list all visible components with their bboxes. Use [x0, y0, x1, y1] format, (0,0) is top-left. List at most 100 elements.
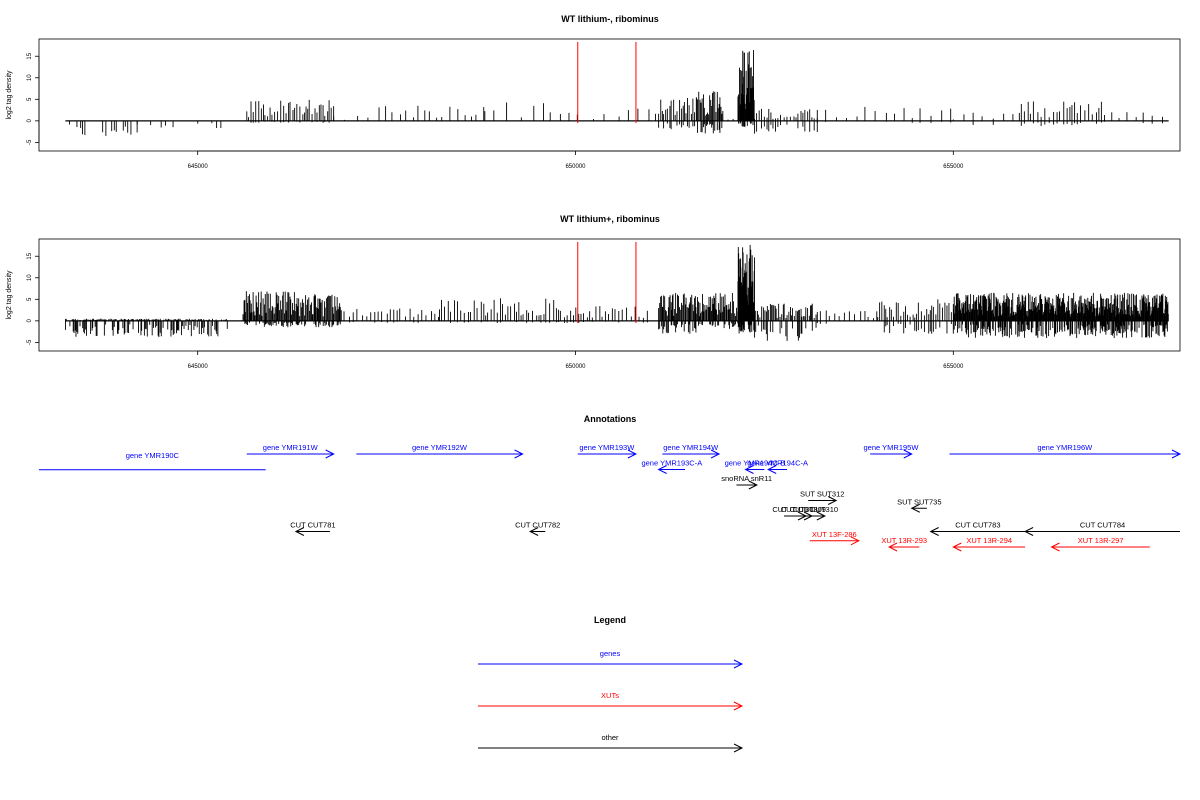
- feature-label: CUT CUT309: [781, 505, 826, 514]
- feature-arrow-head: [514, 449, 524, 459]
- y-tick-label: 0: [27, 119, 33, 123]
- feature-arrow-head: [887, 542, 898, 552]
- y-tick-label: 10: [27, 274, 33, 281]
- panel-title: WT lithium+, ribominus: [560, 214, 660, 224]
- legend-title: Legend: [594, 615, 626, 625]
- legend-label: genes: [600, 649, 621, 658]
- feature-label: XUT 13R-294: [966, 536, 1012, 545]
- feature-gene-ymr195w: gene YMR195W: [864, 443, 920, 459]
- feature-arrows: gene YMR190C gene YMR191W gene YMR192W gene…: [39, 443, 1182, 552]
- feature-label: CUT CUT782: [515, 521, 560, 530]
- feature-arrow-head: [952, 542, 962, 552]
- plot-frame: [38, 238, 1181, 352]
- legend-label: other: [601, 733, 619, 742]
- feature-sut-sut735: SUT SUT735: [897, 497, 942, 513]
- feature-gene-ymr190c: gene YMR190C: [39, 451, 266, 471]
- panel-wt-lithium-minus: WT lithium-, ribominus log2 tag density …: [6, 14, 1181, 170]
- legend: Legend genes XUTs other: [478, 615, 744, 753]
- feature-xut-13r-293: XUT 13R-293: [881, 536, 927, 552]
- feature-arrow-head: [748, 480, 758, 490]
- y-tick-label: -5: [27, 139, 33, 145]
- feature-label: gene YMR191W: [263, 443, 319, 452]
- feature-label: CUT CUT783: [955, 521, 1000, 530]
- feature-arrow-head: [850, 536, 860, 546]
- y-axis-label: log2 tag density: [6, 270, 13, 320]
- feature-arrow-head: [910, 503, 920, 513]
- y-tick-label: 0: [27, 319, 33, 323]
- legend-arrow-head: [733, 701, 744, 711]
- feature-xut-13r-294: XUT 13R-294: [952, 536, 1026, 552]
- feature-xut-13f-286: XUT 13F-286: [809, 530, 860, 546]
- feature-arrow-head: [1050, 542, 1060, 552]
- feature-label: gene YMR194C-B: [725, 459, 786, 468]
- y-axis-label: log2 tag density: [6, 70, 13, 120]
- feature-label: CUT CUT310: [793, 505, 838, 514]
- feature-snorna-snr11: snoRNA snR11: [721, 474, 772, 490]
- feature-arrow-head: [744, 465, 754, 474]
- feature-label: XUT 13R-293: [881, 536, 927, 545]
- legend-arrow-head: [733, 659, 744, 669]
- panel-wt-lithium-plus: WT lithium+, ribominus log2 tag density …: [6, 214, 1181, 370]
- marker-lines: [577, 242, 637, 323]
- y-tick-label: -5: [27, 339, 33, 345]
- feature-gene-ymr196w: gene YMR196W: [949, 443, 1182, 459]
- feature-gene-ymr193w: gene YMR193W: [577, 443, 638, 459]
- feature-arrow-head: [1023, 527, 1034, 536]
- signal-bars: [64, 244, 1169, 341]
- feature-label: SUT SUT735: [897, 497, 941, 506]
- feature-arrow-head: [903, 449, 913, 459]
- feature-label: CUT CUT784: [1080, 521, 1125, 530]
- feature-label: gene YMR193C-A: [641, 459, 702, 468]
- feature-label: gene YMR190C: [126, 451, 180, 460]
- axes: -5 0 5 10 15 645000 650000 655000: [27, 52, 964, 170]
- marker-lines: [577, 42, 637, 123]
- legend-arrow-head: [733, 743, 744, 753]
- feature-gene-ymr192w: gene YMR192W: [356, 443, 524, 459]
- feature-arrow-head: [294, 527, 305, 536]
- x-tick-label: 655000: [943, 364, 964, 370]
- feature-label: snoRNA snR11: [721, 474, 772, 483]
- y-tick-label: 5: [27, 97, 33, 101]
- feature-xut-13r-297: XUT 13R-297: [1050, 536, 1150, 552]
- legend-item-genes: genes: [478, 649, 744, 669]
- feature-arrow-head: [816, 511, 826, 521]
- feature-label: SUT SUT312: [800, 490, 844, 499]
- feature-label: XUT 13F-286: [812, 530, 857, 539]
- feature-label: gene YMR192W: [412, 443, 468, 452]
- feature-arrow-head: [529, 527, 539, 536]
- feature-arrow-head: [657, 465, 667, 474]
- feature-sut-sut312: SUT SUT312: [800, 490, 844, 505]
- feature-label: XUT 13R-297: [1078, 536, 1124, 545]
- feature-arrow-head: [767, 465, 777, 474]
- y-tick-label: 15: [27, 252, 33, 259]
- y-tick-label: 15: [27, 52, 33, 59]
- feature-gene-ymr193c-a: gene YMR193C-A: [641, 459, 702, 474]
- feature-cut-cut784: CUT CUT784: [1023, 521, 1180, 536]
- feature-label: gene YMR193W: [579, 443, 635, 452]
- feature-arrow-head: [710, 449, 721, 459]
- feature-arrow-head: [827, 496, 838, 505]
- feature-gene-ymr194c-a: gene YMR194C-A: [747, 459, 808, 474]
- feature-cut-cut782: CUT CUT782: [515, 521, 560, 536]
- feature-arrow-head: [929, 527, 939, 536]
- legend-item-other: other: [478, 733, 744, 753]
- feature-arrow-head: [1171, 449, 1182, 459]
- x-tick-label: 645000: [188, 164, 209, 170]
- feature-label: CUT CUT781: [290, 521, 335, 530]
- feature-arrow-head: [627, 449, 638, 459]
- feature-gene-ymr191w: gene YMR191W: [246, 443, 335, 459]
- feature-cut-cut783: CUT CUT783: [929, 521, 1026, 536]
- annotations-title: Annotations: [584, 414, 637, 424]
- feature-label: gene YMR195W: [864, 443, 920, 452]
- x-tick-label: 650000: [565, 164, 586, 170]
- plot-frame: [38, 38, 1181, 152]
- feature-cut-cut781: CUT CUT781: [290, 521, 336, 536]
- y-tick-label: 5: [27, 297, 33, 301]
- feature-arrow-head: [325, 449, 335, 459]
- feature-gene-ymr194w: gene YMR194W: [662, 443, 721, 459]
- feature-label: CUT CUT308: [772, 505, 817, 514]
- signal-bars: [65, 49, 1169, 136]
- axes: -5 0 5 10 15 645000 650000 655000: [27, 252, 964, 370]
